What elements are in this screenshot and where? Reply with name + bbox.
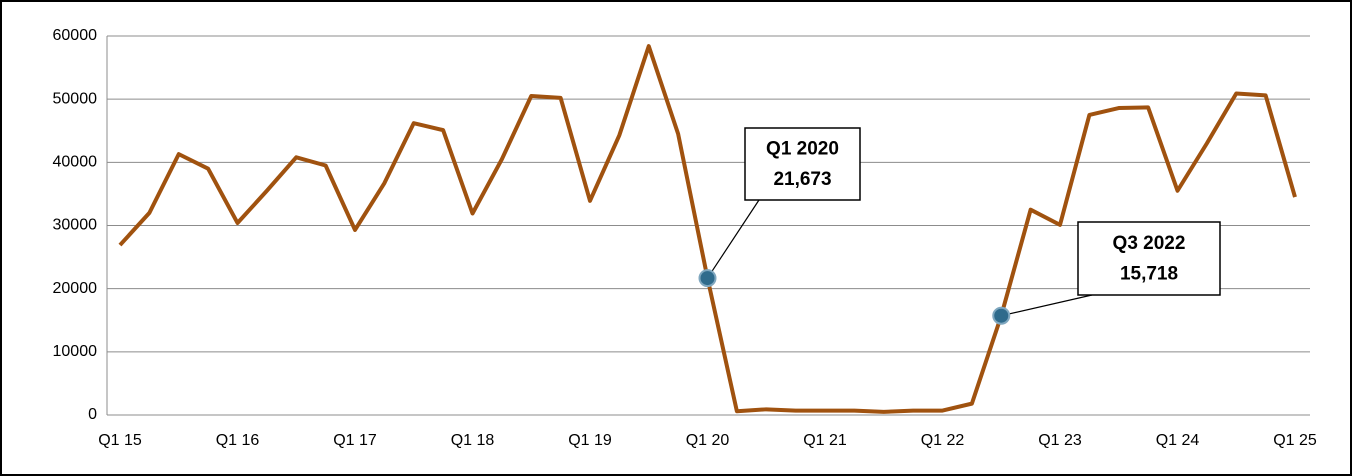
x-tick-label: Q1 15	[98, 432, 142, 449]
y-tick-label: 20000	[53, 280, 98, 297]
x-tick-label: Q1 16	[216, 432, 260, 449]
leader-line	[1001, 294, 1093, 317]
x-tick-label: Q1 17	[333, 432, 377, 449]
y-tick-label: 10000	[53, 343, 98, 360]
point-marker	[992, 306, 1011, 325]
annotation-value: 21,673	[773, 169, 831, 190]
y-tick-label: 50000	[53, 90, 98, 107]
y-tick-label: 30000	[53, 217, 98, 234]
leader-line	[706, 199, 760, 279]
y-tick-label: 0	[88, 406, 97, 423]
x-tick-label: Q1 22	[921, 432, 965, 449]
x-tick-label: Q1 23	[1038, 432, 1082, 449]
annotation-title: Q1 2020	[766, 139, 839, 160]
annotation-box	[744, 127, 861, 201]
x-tick-label: Q1 18	[451, 432, 495, 449]
x-tick-label: Q1 21	[803, 432, 847, 449]
x-tick-label: Q1 25	[1273, 432, 1317, 449]
x-tick-label: Q1 19	[568, 432, 612, 449]
y-tick-label: 40000	[53, 154, 98, 171]
annotation-title: Q3 2022	[1113, 233, 1186, 254]
annotation-value: 15,718	[1120, 264, 1178, 285]
x-tick-label: Q1 20	[686, 432, 730, 449]
y-tick-label: 60000	[53, 27, 98, 44]
point-marker	[698, 269, 717, 288]
annotation-box	[1077, 221, 1221, 296]
x-tick-label: Q1 24	[1156, 432, 1200, 449]
